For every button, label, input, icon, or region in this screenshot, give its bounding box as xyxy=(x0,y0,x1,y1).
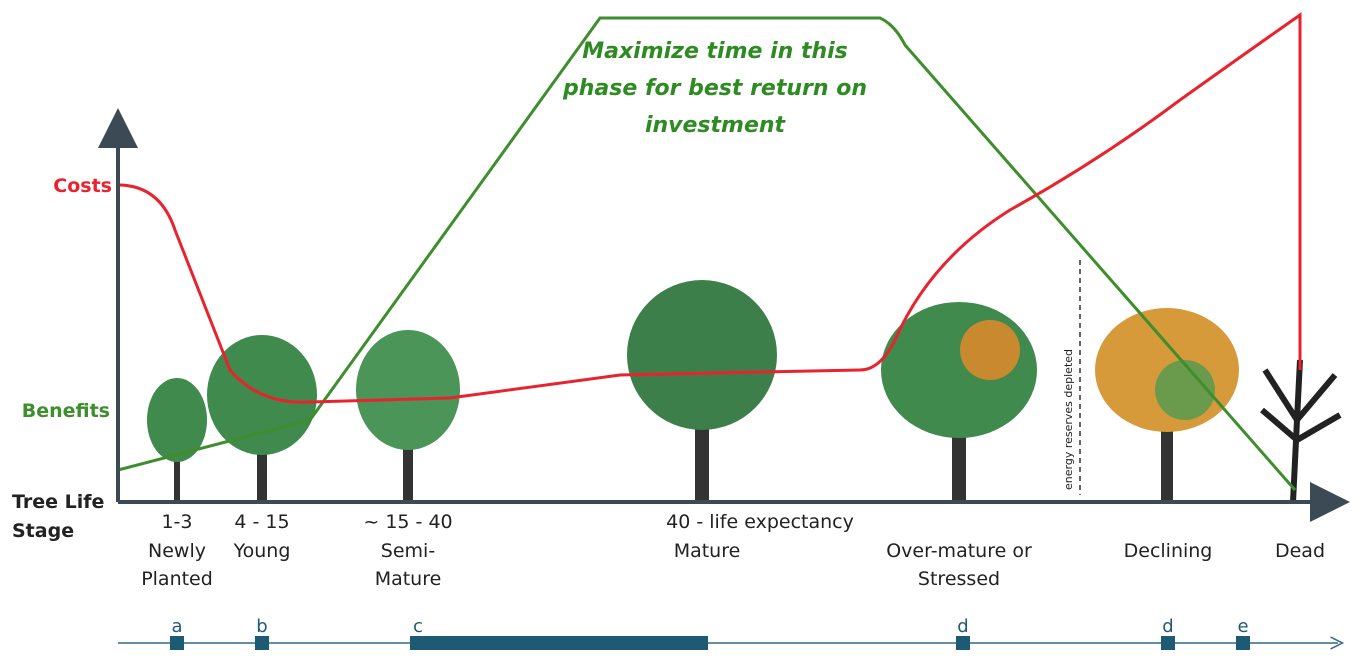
tree xyxy=(1095,308,1239,502)
costs-label: Costs xyxy=(53,175,112,197)
tree xyxy=(1262,360,1340,502)
annotation: Maximize time in this xyxy=(582,39,848,64)
diagram: energy reserves depleted Maximize time i… xyxy=(0,0,1364,657)
timeline-marker xyxy=(1236,636,1250,650)
x-label: Tree Life xyxy=(12,491,104,513)
timeline-marker xyxy=(1161,636,1175,650)
stage-name: Dead xyxy=(1275,540,1325,562)
timeline-letter: c xyxy=(413,616,423,637)
timeline-letter: d xyxy=(957,616,968,637)
stage-age: 4 - 15 xyxy=(234,511,289,533)
stage-name: Stressed xyxy=(918,568,1000,590)
stage-name: Newly xyxy=(148,540,206,562)
annotation: phase for best return on xyxy=(562,76,867,101)
page: {"annotation":{"lines":["Maximize time i… xyxy=(0,0,1364,657)
tree xyxy=(881,302,1037,502)
stage-name: Declining xyxy=(1124,540,1213,562)
timeline-letter: d xyxy=(1162,616,1173,637)
timeline-marker xyxy=(956,636,970,650)
x-label: Stage xyxy=(12,520,74,542)
tree xyxy=(207,335,317,502)
stage-age: 1-3 xyxy=(161,511,192,533)
tree xyxy=(147,378,207,502)
timeline-bar xyxy=(410,636,708,650)
note: energy reserves depleted xyxy=(1062,349,1075,490)
tree xyxy=(356,330,460,502)
trees xyxy=(147,280,1340,502)
stage-name: Young xyxy=(233,540,291,562)
annotation: investment xyxy=(645,113,787,138)
timeline-letter: a xyxy=(171,616,182,637)
tree xyxy=(627,280,777,502)
timeline-letter: e xyxy=(1237,616,1248,637)
stage-name: Mature xyxy=(375,568,442,590)
timeline-marker xyxy=(170,636,184,650)
benefits-label: Benefits xyxy=(22,400,110,422)
stage-name: Over-mature or xyxy=(886,540,1032,562)
stage-age: 40 - life expectancy xyxy=(666,511,854,533)
stage-name: Semi- xyxy=(381,540,435,562)
stage-name: Planted xyxy=(141,568,213,590)
timeline-letter: b xyxy=(256,616,267,637)
timeline-marker xyxy=(255,636,269,650)
stage-age: ~ 15 - 40 xyxy=(363,511,452,533)
stage-name: Mature xyxy=(674,540,741,562)
